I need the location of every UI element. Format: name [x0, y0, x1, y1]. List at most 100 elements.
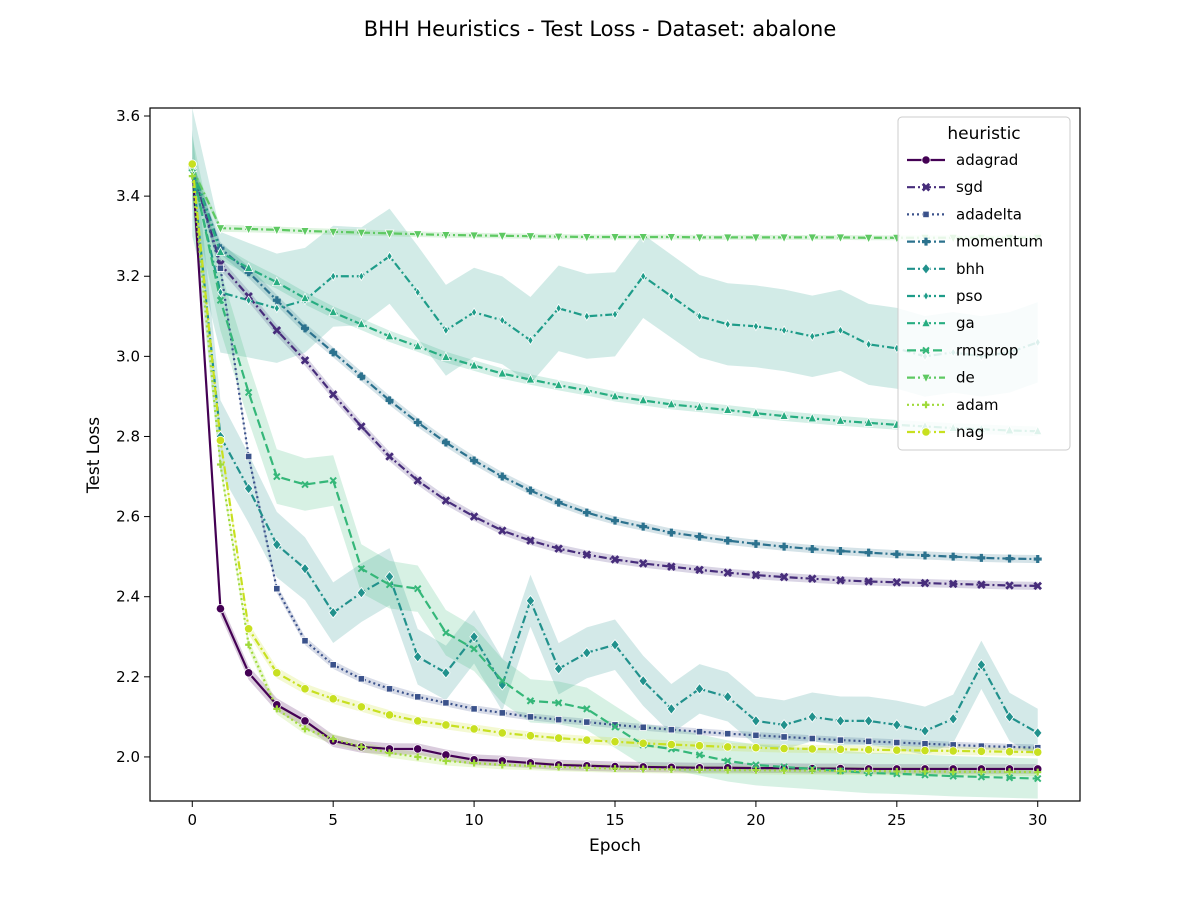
x-tick-label: 25 [887, 811, 906, 829]
legend-marker-nag [921, 427, 931, 437]
point-de-10 [469, 231, 479, 242]
point-pso-17 [668, 291, 675, 302]
point-adadelta-7 [385, 685, 394, 693]
point-pso-10 [471, 307, 478, 318]
point-rmsprop-15 [611, 723, 619, 731]
point-adagrad-2 [244, 668, 254, 678]
point-adam-11 [498, 761, 506, 769]
point-bhh-28 [976, 658, 987, 671]
point-ga-17 [666, 398, 677, 409]
point-rmsprop-11 [498, 677, 506, 685]
point-rmsprop-28 [977, 773, 986, 781]
point-momentum-26 [921, 551, 929, 560]
point-momentum-28 [977, 553, 986, 562]
point-rmsprop-18 [695, 751, 704, 759]
point-pso-6 [358, 271, 365, 282]
point-rmsprop-5 [329, 476, 337, 485]
point-sgd-27 [948, 579, 958, 589]
band-pso [192, 108, 1038, 397]
point-ga-19 [722, 404, 733, 414]
legend-label-bhh: bhh [956, 260, 985, 278]
point-momentum-23 [836, 547, 845, 556]
point-adam-16 [639, 765, 647, 773]
point-adam-2 [245, 641, 253, 649]
point-ga-21 [779, 410, 789, 420]
point-ga-22 [807, 412, 818, 423]
y-tick-label: 2.2 [116, 668, 140, 686]
point-sgd-4 [300, 356, 310, 365]
point-bhh-9 [441, 666, 451, 679]
point-sgd-26 [920, 578, 930, 588]
point-de-20 [751, 233, 761, 244]
point-adam-24 [865, 767, 873, 775]
point-momentum-14 [582, 508, 591, 517]
point-adadelta-3 [273, 585, 281, 593]
x-tick-label: 10 [465, 811, 484, 829]
x-tick-label: 5 [328, 811, 338, 829]
point-adam-8 [414, 753, 422, 761]
point-adam-29 [1006, 768, 1014, 776]
legend-title: heuristic [947, 124, 1020, 144]
point-pso-7 [386, 251, 393, 262]
point-ga-23 [835, 414, 846, 425]
point-bhh-16 [638, 674, 648, 687]
point-adam-18 [696, 766, 704, 774]
point-pso-15 [611, 309, 619, 320]
point-sgd-29 [1005, 581, 1014, 590]
point-rmsprop-1 [216, 296, 225, 304]
point-adadelta-18 [695, 728, 704, 736]
legend-marker-sgd [921, 182, 931, 192]
point-nag-12 [525, 731, 536, 741]
point-sgd-6 [357, 422, 366, 431]
point-bhh-19 [723, 691, 733, 703]
legend-marker-adagrad [921, 155, 931, 165]
point-sgd-7 [385, 452, 394, 461]
legend: heuristic adagrad sgd adadelta momentum bhh ps… [897, 116, 1071, 451]
point-rmsprop-30 [1034, 774, 1042, 783]
point-bhh-5 [328, 606, 338, 619]
point-sgd-5 [328, 390, 338, 399]
point-nag-20 [751, 743, 761, 753]
point-rmsprop-10 [470, 645, 478, 653]
point-de-9 [441, 231, 451, 241]
point-bhh-13 [553, 662, 564, 675]
point-sgd-11 [497, 526, 507, 535]
point-rmsprop-19 [724, 757, 732, 765]
point-adadelta-6 [357, 675, 365, 683]
point-de-1 [215, 224, 226, 235]
point-de-12 [525, 232, 536, 243]
point-rmsprop-9 [442, 629, 450, 637]
point-bhh-25 [892, 719, 902, 731]
point-de-13 [553, 232, 564, 243]
y-tick-label: 2.6 [116, 508, 140, 526]
point-de-21 [779, 233, 789, 244]
point-momentum-25 [892, 550, 901, 559]
point-pso-11 [499, 315, 506, 326]
point-bhh-3 [272, 538, 282, 551]
point-rmsprop-21 [780, 763, 788, 771]
legend-marker-de [921, 373, 931, 384]
point-pso-19 [724, 319, 731, 330]
point-de-23 [835, 233, 846, 244]
point-nag-0 [187, 159, 197, 169]
point-sgd-13 [554, 544, 563, 553]
point-ga-2 [243, 262, 254, 273]
point-ga-4 [300, 292, 310, 303]
point-nag-9 [441, 720, 451, 730]
point-ga-12 [525, 373, 536, 384]
y-axis: 2.0 2.2 2.4 2.6 2.8 3.0 3.2 3.4 3.6 [116, 107, 150, 766]
point-adadelta-21 [780, 733, 788, 741]
point-ga-7 [384, 330, 395, 341]
point-pso-16 [640, 271, 647, 282]
point-pso-18 [696, 311, 703, 322]
point-nag-2 [244, 624, 254, 634]
point-adam-12 [526, 762, 534, 770]
point-adam-1 [216, 461, 224, 469]
point-momentum-6 [357, 372, 366, 381]
legend-marker-rmsprop [922, 346, 930, 355]
y-tick-label: 3.6 [116, 107, 140, 125]
point-bhh-22 [807, 711, 817, 723]
legend-marker-pso [922, 291, 930, 301]
point-adam-20 [752, 766, 760, 774]
point-pso-3 [273, 303, 280, 314]
